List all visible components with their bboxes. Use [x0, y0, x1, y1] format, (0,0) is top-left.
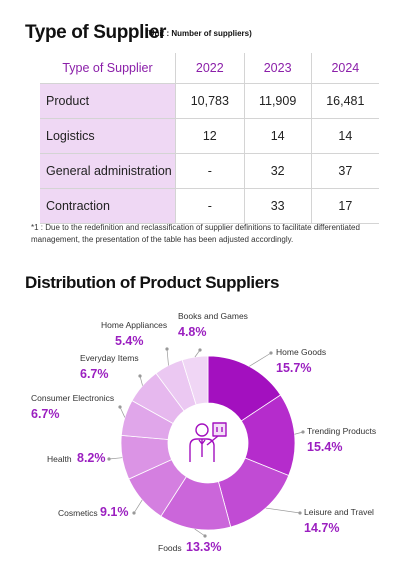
slice-percentage: 6.7%	[31, 407, 60, 421]
table-cell: -	[175, 188, 245, 224]
table-cell: Contraction	[40, 188, 176, 224]
table-cell: 14	[243, 118, 312, 154]
slice-label: Leisure and Travel	[304, 507, 374, 517]
table-row: Contraction - 33 17	[40, 188, 379, 224]
column-header: Type of Supplier	[40, 53, 176, 84]
slice-percentage: 8.2%	[77, 451, 106, 465]
slice-percentage: 5.4%	[115, 334, 144, 348]
table-cell: Logistics	[40, 118, 176, 154]
leader-dot	[298, 511, 302, 515]
slice-percentage: 15.4%	[307, 440, 343, 454]
leader-line	[139, 375, 143, 386]
leader-line	[166, 348, 169, 366]
column-header: 2024	[310, 53, 379, 84]
table-footnote: *1 : Due to the redefinition and reclass…	[31, 223, 360, 244]
supplier-unit-note: (Unit : Number of suppliers)	[146, 29, 252, 38]
column-header: 2022	[175, 53, 245, 84]
table-cell: -	[175, 153, 245, 189]
slice-label: Health	[47, 454, 72, 464]
leader-dot	[138, 374, 142, 378]
table-cell: 32	[243, 153, 312, 189]
supplier-table: Type of Supplier 2022 2023 2024 Product …	[40, 53, 379, 224]
leader-line	[265, 507, 301, 514]
leader-dot	[118, 405, 122, 409]
person-with-box-icon	[189, 422, 227, 462]
leader-line	[249, 352, 272, 367]
table-cell: General administration	[40, 153, 176, 189]
table-header-row: Type of Supplier 2022 2023 2024	[40, 53, 379, 84]
table-cell: 33	[243, 188, 312, 224]
leader-line	[194, 528, 206, 537]
leader-dot	[107, 457, 111, 461]
table-cell: 10,783	[175, 83, 245, 119]
table-cell: 16,481	[310, 83, 379, 119]
slice-label: Trending Products	[307, 426, 377, 436]
table-cell: Product	[40, 83, 176, 119]
slice-label: Cosmetics	[58, 508, 98, 518]
leader-dot	[269, 351, 273, 355]
slice-percentage: 13.3%	[186, 540, 222, 554]
leader-line	[108, 457, 123, 460]
distribution-title: Distribution of Product Suppliers	[25, 273, 280, 292]
slice-label: Everyday Items	[80, 353, 139, 363]
slice-percentage: 9.1%	[100, 505, 129, 519]
leader-line	[119, 406, 126, 418]
column-header: 2023	[243, 53, 312, 84]
leader-dot	[198, 348, 202, 352]
leader-dot	[301, 430, 305, 434]
slice-percentage: 4.8%	[178, 325, 207, 339]
table-cell: 17	[310, 188, 379, 224]
table-cell: 11,909	[243, 83, 312, 119]
leader-dot	[165, 347, 169, 351]
slice-percentage: 15.7%	[276, 361, 312, 375]
donut-center	[168, 403, 248, 483]
table-cell: 37	[310, 153, 379, 189]
supplier-type-title: Type of Supplier	[25, 22, 167, 43]
table-row: Product 10,783 11,909 16,481	[40, 83, 379, 119]
table-row: Logistics 12 14 14	[40, 118, 379, 154]
slice-label: Books and Games	[178, 311, 248, 321]
leader-dot	[203, 534, 207, 538]
table-cell: 14	[310, 118, 379, 154]
slice-label: Consumer Electronics	[31, 393, 115, 403]
table-cell: 12	[175, 118, 245, 154]
slice-percentage: 14.7%	[304, 521, 340, 535]
slice-label: Home Goods	[276, 347, 327, 357]
slice-label: Foods	[158, 543, 182, 553]
leader-dot	[132, 511, 136, 515]
slice-percentage: 6.7%	[80, 367, 109, 381]
slice-label: Home Appliances	[101, 320, 168, 330]
table-row: General administration - 32 37	[40, 153, 379, 189]
leader-line	[133, 499, 143, 514]
